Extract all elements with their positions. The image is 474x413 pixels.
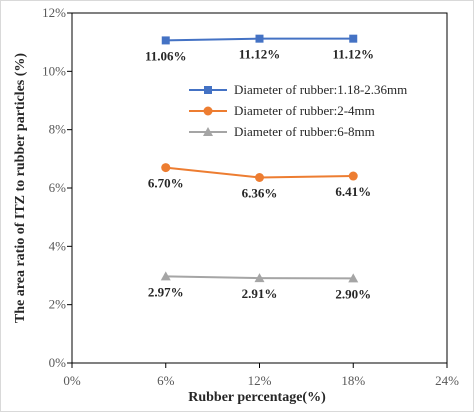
legend-marker — [203, 127, 213, 136]
y-tick-label: 2% — [49, 297, 67, 312]
data-point — [160, 271, 171, 281]
x-tick-label: 0% — [63, 373, 81, 388]
data-label: 2.90% — [335, 286, 371, 301]
y-tick-label: 6% — [49, 180, 67, 195]
legend-marker — [204, 86, 212, 94]
data-label: 2.91% — [242, 286, 278, 301]
y-axis-title: The area ratio of ITZ to rubber particle… — [13, 53, 28, 323]
legend: Diameter of rubber:1.18-2.36mm Diameter o… — [189, 82, 407, 139]
data-label: 2.97% — [148, 284, 184, 299]
legend-item: Diameter of rubber:6-8mm — [189, 124, 375, 139]
series-3: 2.97% 2.91% 2.90% — [148, 271, 371, 301]
data-point — [349, 34, 358, 43]
data-label: 6.36% — [242, 186, 278, 201]
data-point — [255, 173, 264, 182]
x-axis-title: Rubber percentage(%) — [188, 390, 326, 405]
legend-label: Diameter of rubber:6-8mm — [234, 124, 375, 139]
y-tick-label: 10% — [42, 63, 66, 78]
legend-item: Diameter of rubber:1.18-2.36mm — [189, 82, 407, 97]
data-label: 6.70% — [148, 176, 184, 191]
data-point — [254, 273, 265, 283]
y-tick-label: 12% — [42, 5, 66, 20]
data-label: 6.41% — [335, 184, 371, 199]
data-point — [161, 163, 171, 173]
data-label: 11.12% — [332, 47, 374, 62]
y-tick-label: 4% — [49, 238, 67, 253]
x-tick-label: 18% — [341, 373, 365, 388]
x-tick-label: 12% — [248, 373, 272, 388]
data-point — [348, 171, 358, 181]
x-tick-label: 6% — [157, 373, 175, 388]
data-label: 11.12% — [239, 47, 281, 62]
data-point — [161, 36, 170, 45]
legend-label: Diameter of rubber:1.18-2.36mm — [234, 82, 407, 97]
series-layer: 11.06% 11.12% 11.12%6.70%6.36% 6.41%2.97% 2.… — [145, 34, 374, 301]
series-1: 11.06% 11.12% 11.12% — [145, 34, 374, 63]
legend-item: Diameter of rubber:2-4mm — [189, 103, 375, 118]
data-label: 11.06% — [145, 48, 187, 63]
axes: 0% 2% 4% 6% 8% 10% 12% 0% 6% 12% 18% 24% — [42, 5, 459, 388]
legend-marker — [203, 106, 213, 116]
x-tick-label: 24% — [435, 373, 459, 388]
series-2: 6.70% 6.36% 6.41% — [148, 163, 371, 201]
legend-label: Diameter of rubber:2-4mm — [234, 103, 375, 118]
data-point — [348, 273, 359, 283]
data-point — [255, 34, 264, 43]
y-tick-label: 8% — [49, 122, 67, 137]
y-tick-label: 0% — [49, 355, 67, 370]
